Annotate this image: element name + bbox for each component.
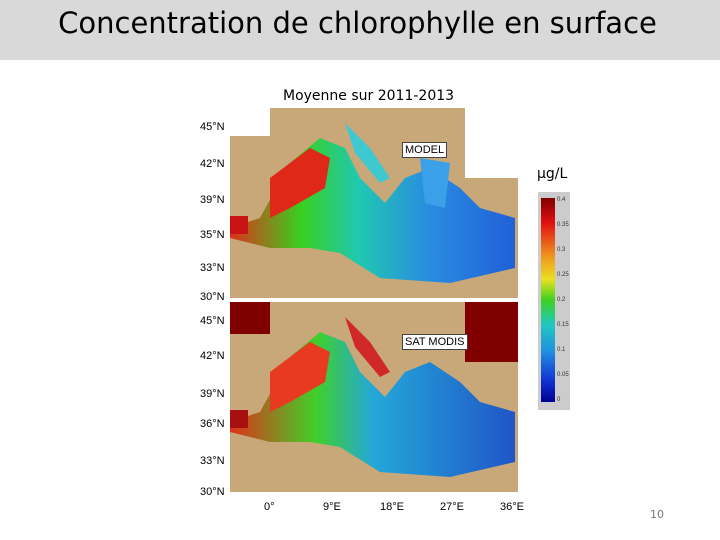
colorbar-unit: µg/L [537,166,568,182]
colorbar-tick: 0.2 [557,297,566,303]
lat-tick: 33°N [200,262,225,274]
lat-tick: 36°N [200,418,225,430]
satellite-map [230,302,518,492]
satellite-label: SAT MODIS [402,334,468,350]
colorbar-tick: 0.05 [557,372,569,378]
lat-tick: 33°N [200,455,225,467]
colorbar-tick: 0.15 [557,322,569,328]
lat-tick: 42°N [200,350,225,362]
lon-tick: 9°E [323,501,341,513]
colorbar-tick: 0.4 [557,197,566,203]
slide-title: Concentration de chlorophylle en surface [58,6,657,40]
lat-tick: 45°N [200,315,225,327]
colorbar-tick: 0.1 [557,347,566,353]
lon-tick: 18°E [380,501,404,513]
lon-tick: 27°E [440,501,464,513]
map-subtitle: Moyenne sur 2011-2013 [283,88,455,104]
lat-tick: 39°N [200,388,225,400]
lat-tick: 35°N [200,229,225,241]
lat-tick: 39°N [200,194,225,206]
colorbar [538,192,570,410]
colorbar-tick: 0.3 [557,247,566,253]
title-bar [0,0,720,60]
colorbar-tick: 0.25 [557,272,569,278]
lat-tick: 30°N [200,486,225,498]
colorbar-tick: 0 [557,397,561,403]
page-number: 10 [650,508,664,521]
model-map [230,108,518,298]
model-label: MODEL [402,142,448,158]
lon-tick: 36°E [500,501,524,513]
lat-tick: 42°N [200,158,225,170]
lat-tick: 45°N [200,121,225,133]
lon-tick: 0° [264,501,275,513]
colorbar-tick: 0.35 [557,222,569,228]
lat-tick: 30°N [200,291,225,303]
